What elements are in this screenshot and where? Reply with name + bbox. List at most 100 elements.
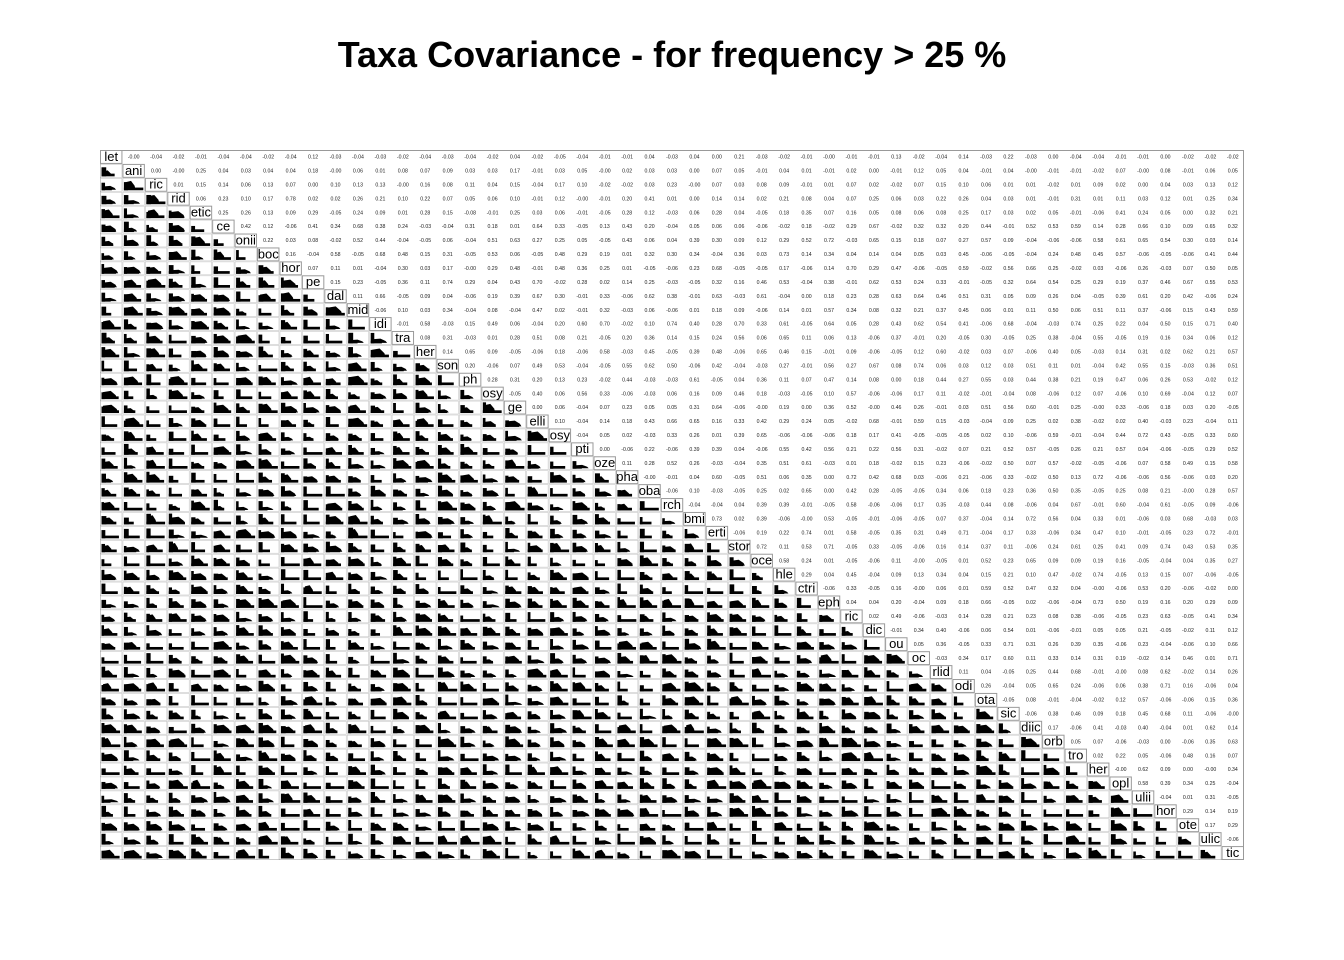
- scatter-panel: [503, 665, 526, 679]
- scatter-points-y-axis: [213, 266, 219, 274]
- scatter-panel: [145, 748, 168, 763]
- scatter-points-x-axis: [191, 758, 211, 762]
- scatter-panel: [526, 665, 549, 679]
- scatter-point-cloud: [192, 462, 203, 469]
- scatter-panel: [167, 553, 190, 568]
- scatter-panel: [593, 470, 616, 484]
- scatter-points-x-axis: [617, 591, 628, 594]
- scatter-panel: [593, 665, 616, 679]
- scatter-points-y-axis: [572, 639, 576, 650]
- scatter-panel: [616, 776, 639, 791]
- scatter-points-y-axis: [505, 612, 511, 622]
- scatter-panel: [100, 331, 123, 345]
- scatter-points-y-axis: [393, 611, 397, 622]
- scatter-point-cloud: [394, 447, 403, 455]
- scatter-points-y-axis: [707, 587, 711, 594]
- scatter-point-cloud: [820, 644, 836, 650]
- scatter-panel: [302, 400, 325, 415]
- scatter-panel: [391, 609, 414, 624]
- scatter-points-y-axis: [168, 364, 173, 372]
- scatter-panel: [145, 247, 168, 262]
- scatter-panel: [279, 540, 302, 554]
- scatter-point-cloud: [461, 627, 472, 636]
- scatter-panel: [212, 734, 235, 749]
- scatter-panel: [526, 512, 549, 526]
- scatter-points-y-axis: [280, 627, 284, 636]
- scatter-points-x-axis: [191, 452, 209, 455]
- scatter-point-cloud: [596, 589, 610, 594]
- scatter-panel: [279, 526, 302, 540]
- scatter-point-cloud: [372, 615, 384, 622]
- scatter-panel: [189, 386, 212, 401]
- scatter-points-y-axis: [707, 612, 710, 622]
- scatter-point-cloud: [125, 488, 138, 496]
- scatter-panel: [257, 512, 280, 526]
- scatter-panel: [436, 679, 459, 693]
- scatter-point-cloud: [327, 462, 336, 469]
- scatter-panel: [122, 553, 145, 568]
- scatter-panel: [302, 303, 325, 317]
- scatter-point-cloud: [260, 531, 276, 538]
- scatter-points-x-axis: [101, 424, 118, 427]
- scatter-point-cloud: [506, 459, 517, 469]
- scatter-point-cloud: [215, 630, 229, 636]
- scatter-points-y-axis: [594, 560, 598, 567]
- scatter-panel: [324, 400, 347, 415]
- scatter-point-cloud: [260, 598, 275, 608]
- scatter-panel: [302, 762, 325, 777]
- scatter-points-x-axis: [909, 744, 923, 748]
- scatter-points-y-axis: [168, 458, 173, 469]
- scatter-panel: [167, 317, 190, 331]
- scatter-point-cloud: [461, 520, 474, 524]
- scatter-points-y-axis: [258, 559, 262, 567]
- lower-panels: [100, 164, 1222, 860]
- scatter-point-cloud: [775, 645, 792, 650]
- scatter-panel: [571, 498, 594, 512]
- scatter-panel: [100, 470, 123, 484]
- scatter-points-x-axis: [325, 800, 343, 803]
- scatter-points-y-axis: [213, 585, 217, 594]
- scatter-point-cloud: [170, 367, 181, 371]
- scatter-point-cloud: [170, 239, 183, 246]
- scatter-panel: [436, 428, 459, 443]
- scatter-point-cloud: [461, 602, 474, 608]
- scatter-panel: [234, 442, 257, 457]
- scatter-point-cloud: [349, 588, 360, 594]
- scatter-panel: [481, 428, 504, 443]
- scatter-point-cloud: [506, 520, 516, 524]
- scatter-points-x-axis: [101, 452, 116, 455]
- scatter-panel: [638, 498, 661, 512]
- scatter-points-x-axis: [303, 521, 320, 525]
- scatter-points-y-axis: [684, 529, 688, 539]
- scatter-point-cloud: [484, 505, 496, 510]
- scatter-points-y-axis: [123, 390, 129, 400]
- scatter-panel: [593, 651, 616, 665]
- scatter-panel: [212, 623, 235, 638]
- scatter-panel: [369, 720, 392, 735]
- scatter-panel: [683, 623, 706, 638]
- scatter-point-cloud: [394, 460, 410, 469]
- scatter-panel: [571, 693, 594, 707]
- scatter-points-x-axis: [460, 660, 477, 664]
- scatter-panel: [302, 679, 325, 693]
- scatter-panel: [481, 540, 504, 554]
- scatter-points-x-axis: [460, 758, 479, 762]
- scatter-panel: [616, 762, 639, 777]
- scatter-panel: [302, 386, 325, 401]
- scatter-panel: [705, 734, 728, 749]
- scatter-points-x-axis: [370, 479, 382, 483]
- scatter-points-x-axis: [707, 591, 724, 594]
- scatter-points-x-axis: [729, 591, 744, 594]
- scatter-point-cloud: [103, 489, 112, 496]
- scatter-points-y-axis: [258, 501, 263, 511]
- scatter-point-cloud: [215, 335, 230, 343]
- scatter-panel: [952, 734, 975, 749]
- scatter-points-y-axis: [168, 448, 174, 455]
- scatter-points-y-axis: [527, 612, 531, 622]
- scatter-points-y-axis: [662, 558, 667, 567]
- scatter-panel: [189, 303, 212, 317]
- scatter-point-cloud: [125, 448, 137, 455]
- scatter-panel: [346, 456, 369, 470]
- scatter-point-cloud: [394, 419, 404, 427]
- scatter-points-x-axis: [729, 646, 747, 650]
